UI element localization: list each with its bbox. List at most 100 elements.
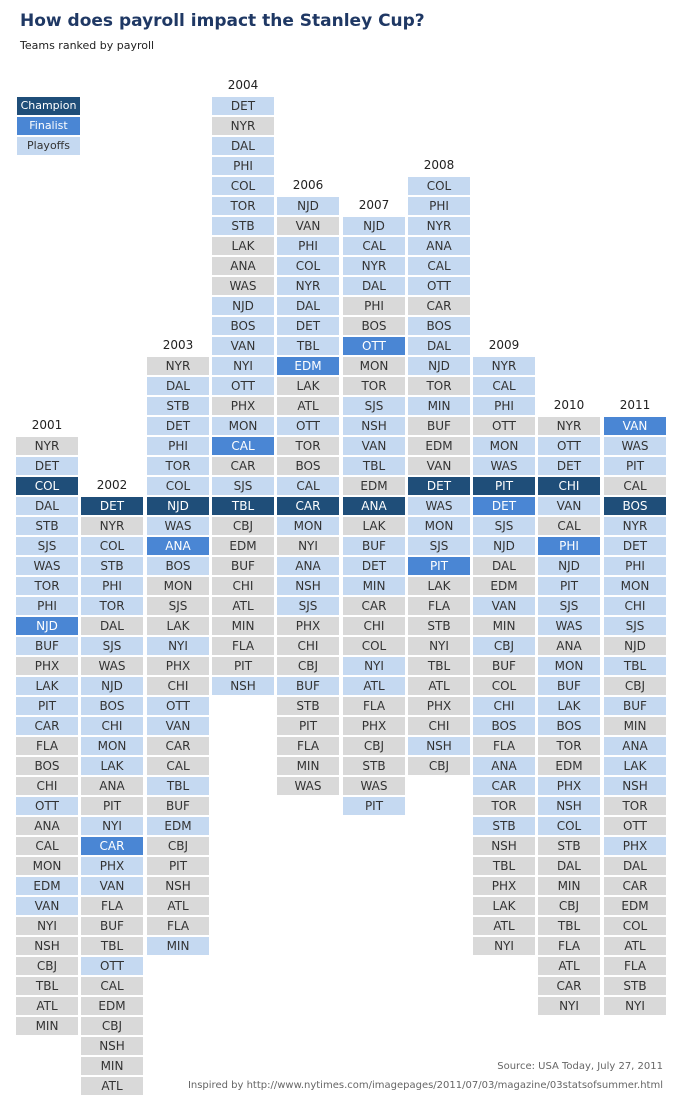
team-cell-2008-was: WAS xyxy=(408,497,470,515)
team-cell-2011-phx: PHX xyxy=(604,837,666,855)
team-cell-2008-cbj: CBJ xyxy=(408,757,470,775)
team-cell-2004-van: VAN xyxy=(212,337,274,355)
team-cell-2004-mon: MON xyxy=(212,417,274,435)
team-cell-2008-stb: STB xyxy=(408,617,470,635)
team-cell-2003-was: WAS xyxy=(147,517,209,535)
team-cell-2009-tor: TOR xyxy=(473,797,535,815)
team-cell-2010-dal: DAL xyxy=(538,857,600,875)
team-cell-2003-sjs: SJS xyxy=(147,597,209,615)
team-cell-2006-van: VAN xyxy=(277,217,339,235)
team-cell-2002-bos: BOS xyxy=(81,697,143,715)
team-cell-2006-fla: FLA xyxy=(277,737,339,755)
team-cell-2008-atl: ATL xyxy=(408,677,470,695)
team-cell-2004-bos: BOS xyxy=(212,317,274,335)
team-cell-2006-ana: ANA xyxy=(277,557,339,575)
team-cell-2001-fla: FLA xyxy=(16,737,78,755)
team-cell-2009-ott: OTT xyxy=(473,417,535,435)
team-cell-2011-lak: LAK xyxy=(604,757,666,775)
team-cell-2002-atl: ATL xyxy=(81,1077,143,1095)
year-label-2009: 2009 xyxy=(488,338,520,352)
team-cell-2002-ana: ANA xyxy=(81,777,143,795)
team-cell-2008-ott: OTT xyxy=(408,277,470,295)
team-cell-2008-njd: NJD xyxy=(408,357,470,375)
team-cell-2009-det: DET xyxy=(473,497,535,515)
team-cell-2010-njd: NJD xyxy=(538,557,600,575)
team-cell-2002-fla: FLA xyxy=(81,897,143,915)
team-cell-2002-pit: PIT xyxy=(81,797,143,815)
team-cell-2008-nsh: NSH xyxy=(408,737,470,755)
team-cell-2010-tor: TOR xyxy=(538,737,600,755)
team-cell-2010-sjs: SJS xyxy=(538,597,600,615)
team-cell-2002-tbl: TBL xyxy=(81,937,143,955)
team-cell-2006-col: COL xyxy=(277,257,339,275)
team-cell-2011-col: COL xyxy=(604,917,666,935)
team-cell-2001-was: WAS xyxy=(16,557,78,575)
credit-note: Inspired by http://www.nytimes.com/image… xyxy=(187,1080,663,1091)
team-cell-2009-lak: LAK xyxy=(473,897,535,915)
team-cell-2010-edm: EDM xyxy=(538,757,600,775)
team-cell-2010-nyr: NYR xyxy=(538,417,600,435)
year-label-2007: 2007 xyxy=(358,198,390,212)
team-cell-2003-nyr: NYR xyxy=(147,357,209,375)
team-cell-2003-tbl: TBL xyxy=(147,777,209,795)
team-cell-2011-atl: ATL xyxy=(604,937,666,955)
team-cell-2006-buf: BUF xyxy=(277,677,339,695)
team-cell-2004-det: DET xyxy=(212,97,274,115)
team-cell-2001-car: CAR xyxy=(16,717,78,735)
team-cell-2002-phi: PHI xyxy=(81,577,143,595)
team-cell-2002-cbj: CBJ xyxy=(81,1017,143,1035)
team-cell-2006-stb: STB xyxy=(277,697,339,715)
team-cell-2009-chi: CHI xyxy=(473,697,535,715)
team-cell-2001-tor: TOR xyxy=(16,577,78,595)
team-cell-2010-tbl: TBL xyxy=(538,917,600,935)
team-cell-2001-mon: MON xyxy=(16,857,78,875)
team-cell-2001-sjs: SJS xyxy=(16,537,78,555)
team-cell-2006-tbl: TBL xyxy=(277,337,339,355)
team-cell-2008-mon: MON xyxy=(408,517,470,535)
team-cell-2007-ott: OTT xyxy=(343,337,405,355)
team-cell-2011-chi: CHI xyxy=(604,597,666,615)
team-cell-2011-nyr: NYR xyxy=(604,517,666,535)
team-cell-2001-det: DET xyxy=(16,457,78,475)
team-cell-2011-edm: EDM xyxy=(604,897,666,915)
team-cell-2006-nyr: NYR xyxy=(277,277,339,295)
team-cell-2010-nyi: NYI xyxy=(538,997,600,1015)
team-cell-2010-fla: FLA xyxy=(538,937,600,955)
team-cell-2003-stb: STB xyxy=(147,397,209,415)
team-cell-2003-ana: ANA xyxy=(147,537,209,555)
team-cell-2008-lak: LAK xyxy=(408,577,470,595)
team-cell-2006-atl: ATL xyxy=(277,397,339,415)
team-cell-2006-car: CAR xyxy=(277,497,339,515)
team-cell-2002-cal: CAL xyxy=(81,977,143,995)
team-cell-2004-chi: CHI xyxy=(212,577,274,595)
team-cell-2011-stb: STB xyxy=(604,977,666,995)
team-cell-2003-mon: MON xyxy=(147,577,209,595)
team-cell-2009-atl: ATL xyxy=(473,917,535,935)
team-cell-2001-dal: DAL xyxy=(16,497,78,515)
team-cell-2010-chi: CHI xyxy=(538,477,600,495)
team-cell-2003-phx: PHX xyxy=(147,657,209,675)
team-cell-2002-buf: BUF xyxy=(81,917,143,935)
team-cell-2007-nyr: NYR xyxy=(343,257,405,275)
team-cell-2001-col: COL xyxy=(16,477,78,495)
team-cell-2011-pit: PIT xyxy=(604,457,666,475)
team-cell-2004-edm: EDM xyxy=(212,537,274,555)
team-cell-2003-njd: NJD xyxy=(147,497,209,515)
team-cell-2007-cal: CAL xyxy=(343,237,405,255)
team-cell-2008-tbl: TBL xyxy=(408,657,470,675)
team-cell-2011-nyi: NYI xyxy=(604,997,666,1015)
team-cell-2004-nyr: NYR xyxy=(212,117,274,135)
team-cell-2003-ott: OTT xyxy=(147,697,209,715)
legend-finalist: Finalist xyxy=(17,117,80,135)
team-cell-2010-phi: PHI xyxy=(538,537,600,555)
team-cell-2011-mon: MON xyxy=(604,577,666,595)
team-cell-2006-was: WAS xyxy=(277,777,339,795)
team-cell-2006-bos: BOS xyxy=(277,457,339,475)
team-cell-2007-phx: PHX xyxy=(343,717,405,735)
team-cell-2007-tor: TOR xyxy=(343,377,405,395)
team-cell-2008-nyi: NYI xyxy=(408,637,470,655)
team-cell-2001-buf: BUF xyxy=(16,637,78,655)
team-cell-2011-cal: CAL xyxy=(604,477,666,495)
team-cell-2003-bos: BOS xyxy=(147,557,209,575)
team-cell-2003-phi: PHI xyxy=(147,437,209,455)
